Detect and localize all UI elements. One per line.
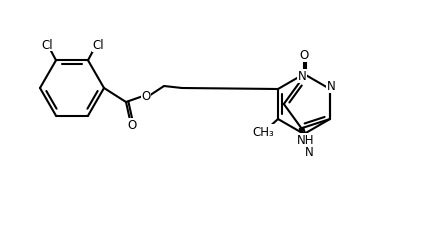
Text: O: O (141, 90, 151, 103)
Text: Cl: Cl (41, 38, 53, 52)
Text: CH₃: CH₃ (252, 125, 274, 138)
Text: NH: NH (297, 134, 315, 147)
Text: O: O (299, 49, 308, 62)
Text: N: N (298, 70, 307, 83)
Text: N: N (305, 145, 314, 158)
Text: Cl: Cl (92, 39, 104, 52)
Text: N: N (327, 80, 336, 93)
Text: O: O (127, 119, 137, 132)
